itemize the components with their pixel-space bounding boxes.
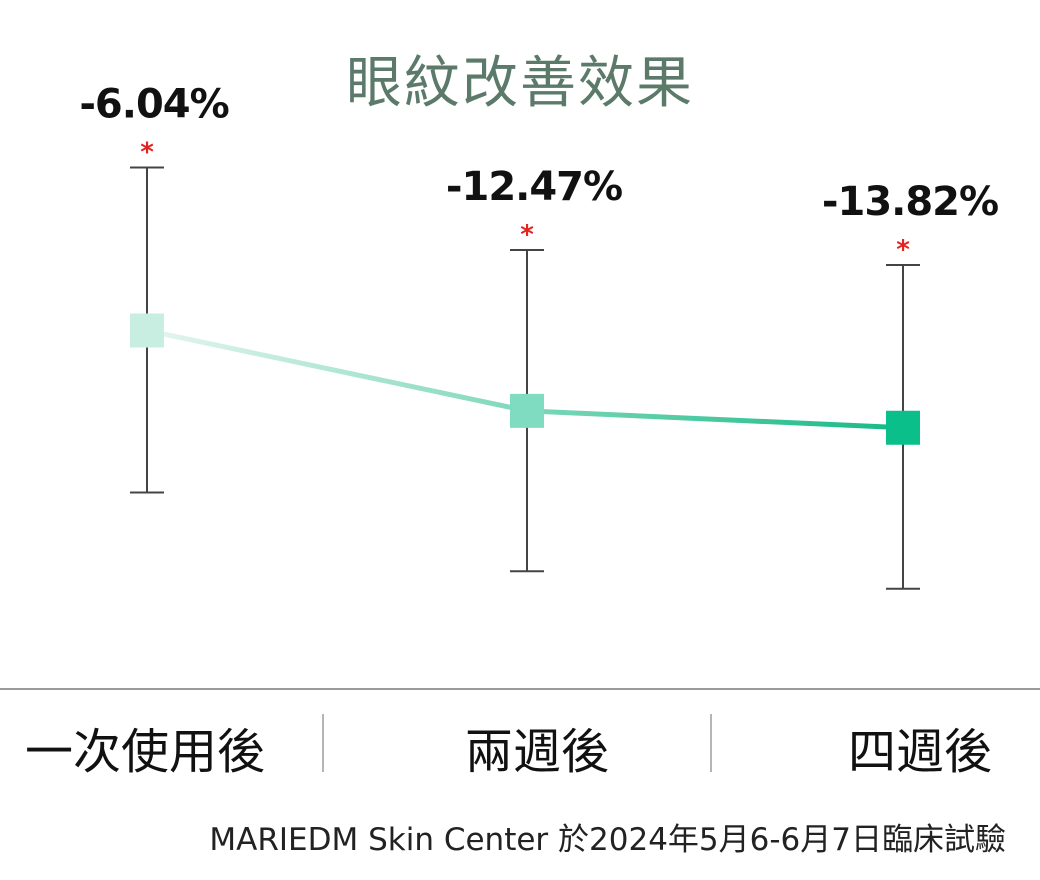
- significance-marker-2: *: [520, 220, 534, 250]
- significance-marker-1: *: [140, 138, 154, 168]
- data-point-2: [510, 393, 544, 428]
- data-label-1: -6.04%: [79, 82, 228, 128]
- data-label-2: -12.47%: [446, 164, 622, 210]
- data-label-3: -13.82%: [822, 179, 998, 225]
- x-tick-label-1: 一次使用後: [25, 724, 265, 780]
- chart-title: 眼紋改善效果: [346, 51, 694, 116]
- significance-marker-3: *: [896, 235, 910, 265]
- footer-note: MARIEDM Skin Center 於2024年5月6-6月7日臨床試驗: [209, 822, 1006, 858]
- data-point-1: [130, 313, 164, 348]
- x-tick-label-3: 四週後: [848, 724, 992, 780]
- x-tick-label-2: 兩週後: [465, 724, 609, 780]
- data-point-3: [886, 410, 920, 445]
